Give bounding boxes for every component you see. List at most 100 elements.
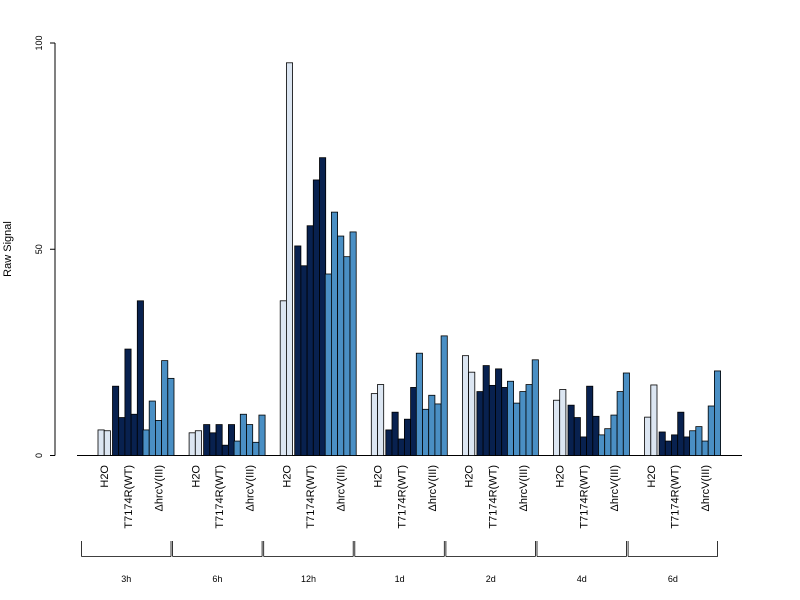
bar-1d-1-4 xyxy=(410,387,418,456)
category-label: H2O xyxy=(555,465,567,488)
category-label: ΔhrcV(III) xyxy=(427,465,439,511)
bar-6d-2-1 xyxy=(695,426,703,456)
bar-2d-2-4 xyxy=(531,359,539,456)
bar-12h-2-3 xyxy=(343,256,351,456)
bar-2d-2-3 xyxy=(525,384,533,456)
bar-6d-1-1 xyxy=(664,440,672,456)
bar-6h-2-1 xyxy=(239,413,247,456)
bar-6d-1-0 xyxy=(658,431,666,456)
bar-12h-1-1 xyxy=(300,265,308,456)
group-label: 1d xyxy=(395,574,405,584)
bars xyxy=(97,62,722,456)
bar-6h-2-4 xyxy=(258,414,266,456)
bar-12h-0-1 xyxy=(285,62,293,456)
y-tick-label: 100 xyxy=(34,35,44,50)
bar-4d-2-4 xyxy=(622,372,630,456)
bar-6h-1-0 xyxy=(203,424,211,456)
bar-12h-2-1 xyxy=(330,211,338,456)
group-label: 6d xyxy=(668,574,678,584)
group-label: 4d xyxy=(577,574,587,584)
group-label: 12h xyxy=(301,574,316,584)
bar-4d-2-2 xyxy=(610,414,618,456)
bar-3h-2-4 xyxy=(167,377,175,456)
bar-2d-1-3 xyxy=(495,368,503,456)
category-label: ΔhrcV(III) xyxy=(245,465,257,511)
y-tick-label: 50 xyxy=(34,244,44,254)
group-label: 6h xyxy=(212,574,222,584)
bar-1d-2-0 xyxy=(415,352,423,456)
bar-3h-2-3 xyxy=(161,360,169,456)
bar-6d-1-2 xyxy=(671,434,679,456)
bar-1d-2-2 xyxy=(428,394,436,456)
bar-12h-1-3 xyxy=(312,179,320,456)
category-label: T7174R(WT) xyxy=(305,465,317,529)
bar-3h-1-1 xyxy=(118,417,126,456)
bar-12h-0-0 xyxy=(279,300,287,456)
bar-1d-2-3 xyxy=(434,403,442,456)
bar-2d-0-0 xyxy=(461,355,469,456)
bar-1d-2-4 xyxy=(440,335,448,456)
bar-4d-1-3 xyxy=(586,385,594,456)
category-label: T7174R(WT) xyxy=(670,465,682,529)
category-label: ΔhrcV(III) xyxy=(518,465,530,511)
bar-3h-1-4 xyxy=(136,300,144,456)
bar-12h-1-2 xyxy=(306,225,314,456)
category-label: H2O xyxy=(281,465,293,488)
bar-2d-1-1 xyxy=(482,365,490,456)
bar-1d-0-1 xyxy=(377,384,385,456)
bar-6d-2-0 xyxy=(689,430,697,456)
category-label: H2O xyxy=(99,465,111,488)
bar-1d-1-3 xyxy=(403,418,411,456)
bar-3h-1-2 xyxy=(124,348,132,456)
category-label: T7174R(WT) xyxy=(214,465,226,529)
bar-6d-2-3 xyxy=(707,405,715,456)
bar-4d-0-1 xyxy=(559,389,567,456)
category-label: T7174R(WT) xyxy=(396,465,408,529)
bar-2d-2-0 xyxy=(506,380,514,456)
bar-1d-1-2 xyxy=(397,438,405,456)
bar-6h-1-1 xyxy=(209,432,217,456)
bar-6h-2-3 xyxy=(252,441,260,456)
bar-12h-2-0 xyxy=(324,273,332,456)
category-label: T7174R(WT) xyxy=(123,465,135,529)
bar-4d-1-2 xyxy=(580,436,588,456)
bar-6h-1-4 xyxy=(227,424,235,456)
bar-6h-0-0 xyxy=(188,432,196,456)
group-label: 2d xyxy=(486,574,496,584)
category-label: H2O xyxy=(646,465,658,488)
bar-12h-1-0 xyxy=(294,245,302,456)
y-tick-label: 0 xyxy=(34,453,44,458)
bar-3h-2-1 xyxy=(148,400,156,456)
category-label: H2O xyxy=(464,465,476,488)
category-label: ΔhrcV(III) xyxy=(700,465,712,511)
bar-2d-2-1 xyxy=(513,402,521,456)
category-label: ΔhrcV(III) xyxy=(609,465,621,511)
bar-4d-2-0 xyxy=(598,434,606,456)
labels: 0 50 100 Raw Signal H2O T7174R(WT) ΔhrcV(III) 3… xyxy=(2,35,712,584)
bar-4d-1-0 xyxy=(567,404,575,456)
y-axis-label: Raw Signal xyxy=(2,221,14,277)
bar-2d-0-1 xyxy=(468,371,476,456)
bar-6h-1-3 xyxy=(221,444,229,456)
group-label: 3h xyxy=(121,574,131,584)
bar-6d-2-4 xyxy=(714,370,722,456)
category-label: ΔhrcV(III) xyxy=(336,465,348,511)
bar-1d-1-0 xyxy=(385,429,393,456)
bar-4d-2-3 xyxy=(616,391,624,456)
bar-2d-1-4 xyxy=(501,387,509,456)
bar-6h-1-2 xyxy=(215,424,223,456)
bar-12h-2-4 xyxy=(349,231,357,456)
category-label: T7174R(WT) xyxy=(579,465,591,529)
bar-2d-1-2 xyxy=(488,384,496,456)
bar-6h-0-1 xyxy=(194,430,202,456)
bar-6d-0-0 xyxy=(644,416,652,456)
bar-6h-2-0 xyxy=(233,440,241,456)
bar-4d-2-1 xyxy=(604,428,612,456)
bar-12h-1-4 xyxy=(319,157,327,456)
bar-6h-2-2 xyxy=(246,424,254,456)
bar-6d-2-2 xyxy=(701,440,709,456)
bar-2d-1-0 xyxy=(476,391,484,456)
bar-1d-2-1 xyxy=(422,408,430,456)
bar-4d-1-4 xyxy=(592,415,600,456)
